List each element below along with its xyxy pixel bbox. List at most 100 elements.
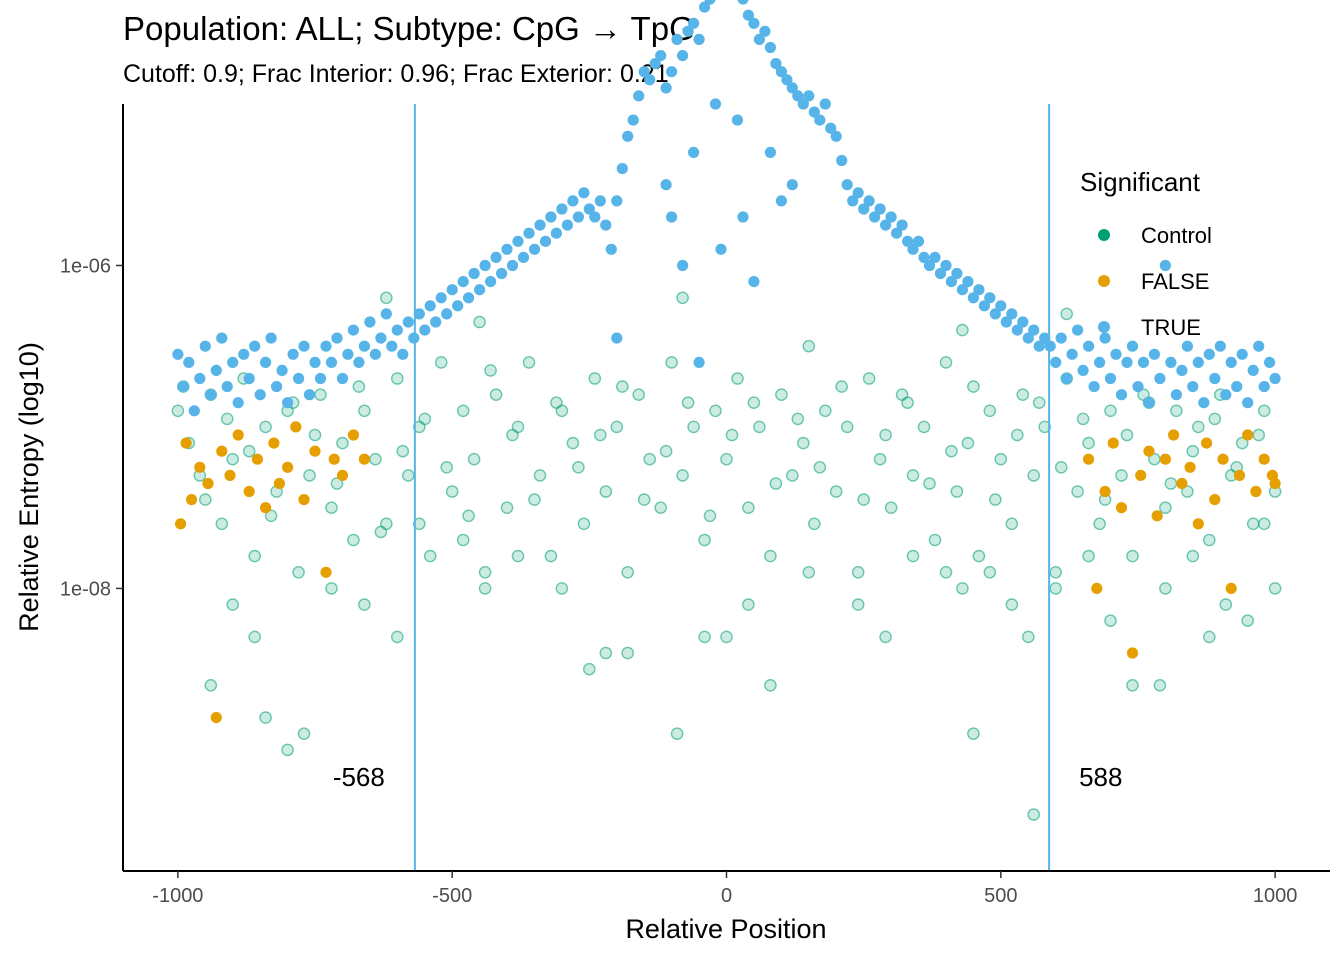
point-control <box>555 582 569 595</box>
point-control <box>637 493 651 506</box>
point-control <box>369 452 382 466</box>
point-true <box>1214 340 1226 352</box>
point-false <box>1225 582 1237 595</box>
point-true <box>265 332 277 344</box>
point-true <box>1236 348 1248 360</box>
point-true <box>748 276 760 288</box>
point-true <box>902 235 914 247</box>
point-true <box>1044 340 1056 352</box>
point-true <box>369 348 381 360</box>
point-control <box>884 501 898 515</box>
legend-title: Significant <box>1080 167 1201 197</box>
point-true <box>1225 356 1237 368</box>
point-true <box>753 33 766 46</box>
point-control <box>775 388 788 402</box>
point-true <box>764 146 777 158</box>
point-control <box>1060 307 1073 321</box>
point-true <box>490 251 502 263</box>
point-control <box>1164 477 1178 490</box>
point-false <box>180 437 192 449</box>
point-true <box>605 243 617 255</box>
point-true <box>770 58 782 70</box>
point-false <box>1143 445 1155 457</box>
legend: Significant Control FALSE TRUE <box>1080 167 1212 340</box>
point-false <box>194 461 206 473</box>
point-control <box>379 291 393 305</box>
point-control <box>670 727 684 741</box>
point-true <box>858 203 870 215</box>
point-true <box>764 41 777 54</box>
point-false <box>260 502 272 514</box>
point-false <box>336 469 349 481</box>
point-true <box>715 243 727 255</box>
point-true <box>808 106 820 118</box>
point-control <box>764 549 777 563</box>
point-true <box>1099 332 1111 344</box>
point-control <box>215 517 229 531</box>
x-axis-title: Relative Position <box>625 914 826 944</box>
point-control <box>599 485 613 498</box>
point-true <box>666 211 678 223</box>
point-true <box>731 114 744 126</box>
point-true <box>627 114 639 126</box>
point-true <box>1000 316 1012 328</box>
point-true <box>419 324 431 336</box>
point-control <box>198 493 212 506</box>
point-control <box>906 469 920 482</box>
point-true <box>759 25 771 37</box>
point-control <box>259 711 272 724</box>
point-true <box>989 308 1001 320</box>
point-true <box>260 356 272 368</box>
point-control <box>610 420 624 434</box>
point-control <box>983 566 997 579</box>
point-control <box>583 662 596 676</box>
point-false <box>1258 453 1270 465</box>
point-true <box>561 219 574 231</box>
point-control <box>808 517 821 531</box>
point-true <box>1148 348 1160 360</box>
point-true <box>1028 324 1040 336</box>
point-control <box>950 485 964 498</box>
legend-label-control: Control <box>1141 223 1212 248</box>
point-true <box>534 219 546 231</box>
point-true <box>210 364 222 376</box>
point-control <box>873 452 887 466</box>
point-true <box>819 98 831 110</box>
point-control <box>1126 679 1139 692</box>
point-control <box>879 428 892 442</box>
point-control <box>478 566 492 579</box>
point-control <box>242 444 256 458</box>
point-control <box>325 582 338 595</box>
point-control <box>396 444 410 458</box>
point-true <box>1083 340 1095 352</box>
y-tick-label: 1e-06 <box>60 255 111 277</box>
point-control <box>994 452 1008 466</box>
point-true <box>567 195 579 207</box>
point-true <box>216 332 228 344</box>
point-control <box>500 501 514 515</box>
point-true <box>852 187 864 199</box>
point-control <box>226 598 239 611</box>
point-true <box>907 243 919 255</box>
point-true <box>869 211 881 223</box>
point-true <box>611 195 623 207</box>
point-control <box>390 630 404 644</box>
point-true <box>172 348 184 360</box>
point-control <box>412 517 426 531</box>
point-control <box>220 412 234 426</box>
point-control <box>1246 517 1260 531</box>
point-true <box>940 259 952 272</box>
point-true <box>496 267 508 280</box>
point-control <box>572 460 585 474</box>
point-control <box>292 566 305 579</box>
point-control <box>698 533 711 547</box>
point-true <box>364 316 376 328</box>
legend-key-true <box>1098 321 1110 333</box>
point-true <box>874 203 886 215</box>
point-control <box>533 469 547 482</box>
point-true <box>929 251 941 263</box>
point-true <box>1055 332 1067 344</box>
point-false <box>1083 453 1095 465</box>
point-control <box>742 501 755 515</box>
point-control <box>835 380 849 393</box>
